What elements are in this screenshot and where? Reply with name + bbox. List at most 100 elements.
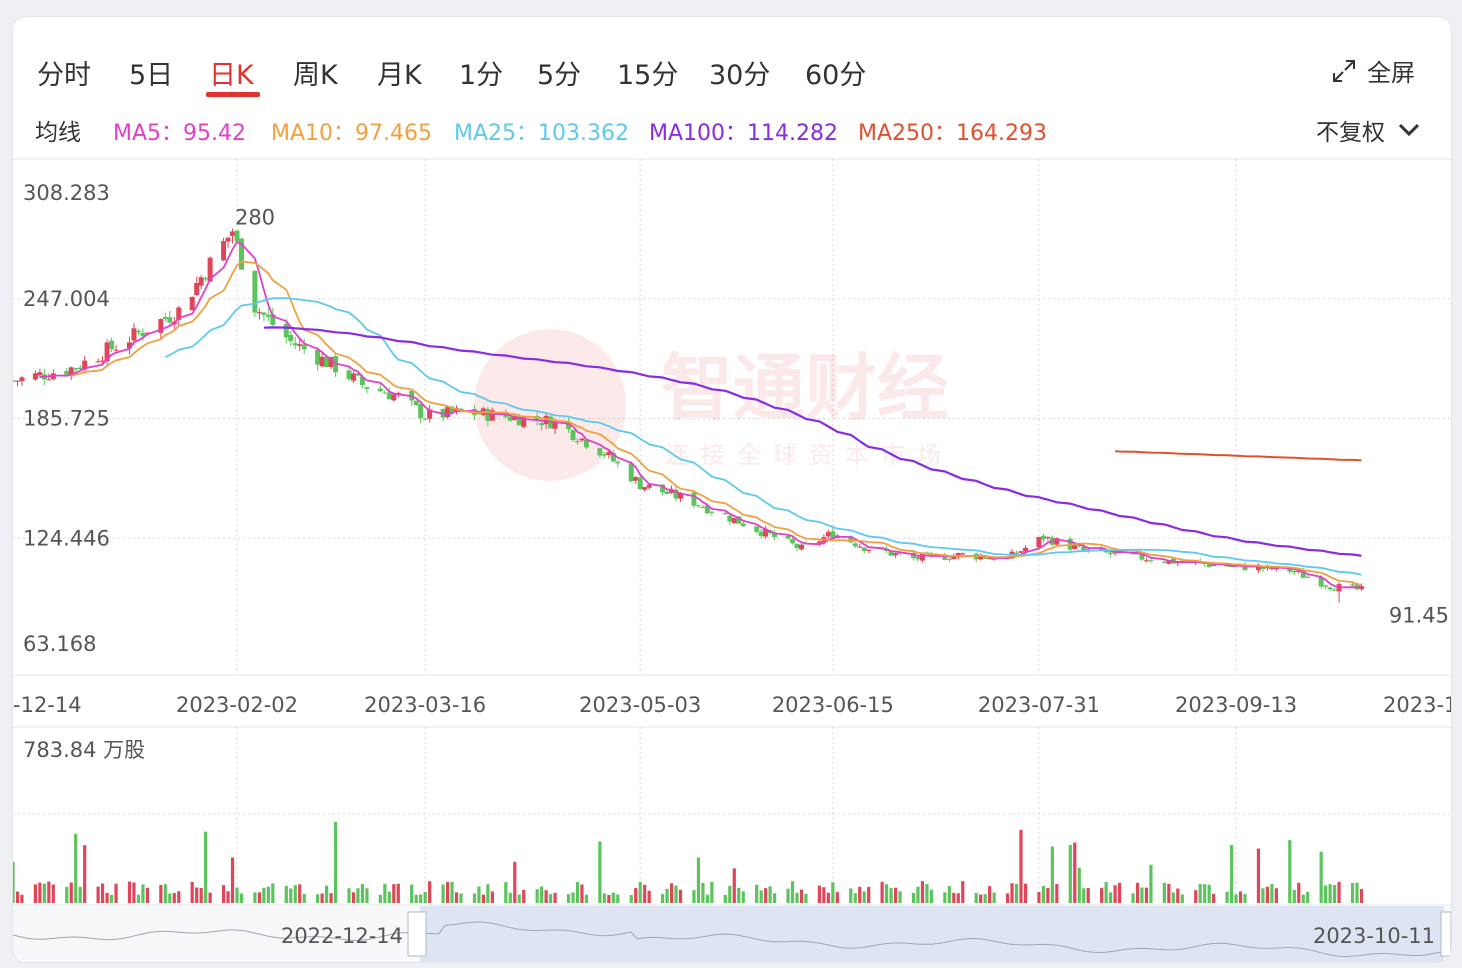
volume-bar (566, 894, 571, 903)
volume-bar (1041, 886, 1045, 903)
volume-bar (696, 857, 701, 903)
candle-body (660, 484, 666, 493)
volume-bar (835, 892, 839, 903)
candle-body (785, 535, 791, 539)
volume-bar (1068, 844, 1072, 903)
volume-bar (1270, 883, 1274, 903)
fullscreen-button[interactable]: 全屏 (1331, 53, 1415, 88)
volume-bar (611, 892, 615, 903)
volume-bar (678, 889, 683, 903)
y-tick-label: 247.004 (23, 287, 110, 311)
x-tick-label: -12-14 (13, 693, 82, 717)
candle-body (646, 484, 652, 488)
volume-bar (101, 883, 105, 903)
volume-bar (271, 883, 275, 903)
candle-body (1300, 570, 1306, 578)
volume-bar (795, 892, 799, 903)
volume-bar (1176, 888, 1180, 903)
volume-bar (477, 886, 481, 903)
candle-body (597, 448, 603, 456)
candle-body (1081, 546, 1087, 551)
volume-bar (575, 881, 580, 903)
adjust-dropdown[interactable]: 不复权 (1316, 113, 1421, 147)
candle-body (68, 367, 74, 376)
volume-bar (230, 857, 235, 903)
candle-body (1318, 577, 1324, 587)
volume-bar (365, 888, 369, 903)
y-tick-label: 185.725 (23, 407, 110, 431)
volume-bar (1265, 886, 1269, 903)
volume-bar (1350, 883, 1355, 903)
tab-7[interactable]: 15分 (617, 60, 679, 91)
volume-bar (1162, 882, 1166, 903)
volume-bar (880, 881, 884, 903)
volume-bar (441, 884, 445, 903)
candle-body (695, 505, 701, 507)
volume-bar (490, 891, 494, 903)
candle-body (610, 452, 616, 462)
volume-bar (1135, 882, 1140, 903)
volume-bar (383, 883, 387, 903)
volume-bar (257, 892, 261, 903)
volume-bar (1297, 882, 1301, 903)
candle-body (1076, 545, 1082, 547)
tab-5[interactable]: 1分 (459, 60, 504, 91)
candle-body (1139, 552, 1145, 560)
tab-9[interactable]: 60分 (805, 60, 867, 91)
candle-body (637, 477, 643, 490)
candle-body (283, 323, 289, 338)
volume-bar (1073, 842, 1077, 903)
volume-bar (647, 890, 651, 903)
volume-bar (1117, 882, 1122, 903)
candle-body (113, 349, 119, 351)
volume-bar (163, 884, 167, 903)
candle-body (418, 404, 424, 419)
navigator-handle-right (1440, 911, 1451, 957)
candle-body (225, 237, 231, 242)
navigator-handle-left (407, 911, 427, 957)
volume-bar (414, 894, 418, 903)
candle-body (512, 416, 518, 421)
candle-body (198, 277, 204, 286)
candle-body (221, 241, 227, 261)
volume-bar (109, 894, 114, 903)
tab-0[interactable]: 分时 (37, 60, 91, 91)
tab-8[interactable]: 30分 (709, 60, 771, 91)
volume-bar (665, 888, 669, 903)
candle-body (104, 342, 110, 362)
volume-bar (190, 881, 194, 903)
navigator-start-label: 2022-12-14 (281, 924, 403, 948)
volume-bar (302, 893, 306, 903)
candle-body (722, 512, 728, 515)
candle-body (731, 517, 737, 524)
volume-bar (1046, 887, 1050, 903)
volume-bar (159, 885, 163, 903)
volume-bar (74, 833, 78, 903)
candle-body (852, 543, 858, 547)
volume-bar (988, 886, 992, 903)
chart-area[interactable]: 308.283 247.004 185.725 124.446 63.168 -12-14… (13, 17, 1451, 962)
navigator-end-label: 2023-10-11 (1313, 924, 1435, 948)
tab-1[interactable]: 5日 (129, 60, 174, 91)
volume-bar (826, 892, 830, 903)
tab-6[interactable]: 5分 (537, 60, 582, 91)
tab-4[interactable]: 月K (377, 60, 422, 91)
candle-body (1202, 563, 1208, 565)
candle-body (32, 373, 38, 380)
candle-body (982, 556, 988, 559)
volume-bar (598, 841, 602, 903)
tab-3[interactable]: 周K (293, 60, 338, 91)
tab-2[interactable]: 日K (209, 60, 254, 91)
candle-body (359, 376, 365, 385)
volume-bar (889, 888, 893, 903)
volume-bar (136, 894, 141, 903)
volume-bar (893, 887, 898, 903)
candle-body (740, 523, 746, 527)
volume-bar (168, 893, 172, 903)
candle-body (798, 544, 804, 550)
volume-bar (396, 883, 400, 903)
candle-body (109, 340, 115, 349)
candle-body (144, 332, 150, 334)
candle-body (955, 553, 961, 557)
